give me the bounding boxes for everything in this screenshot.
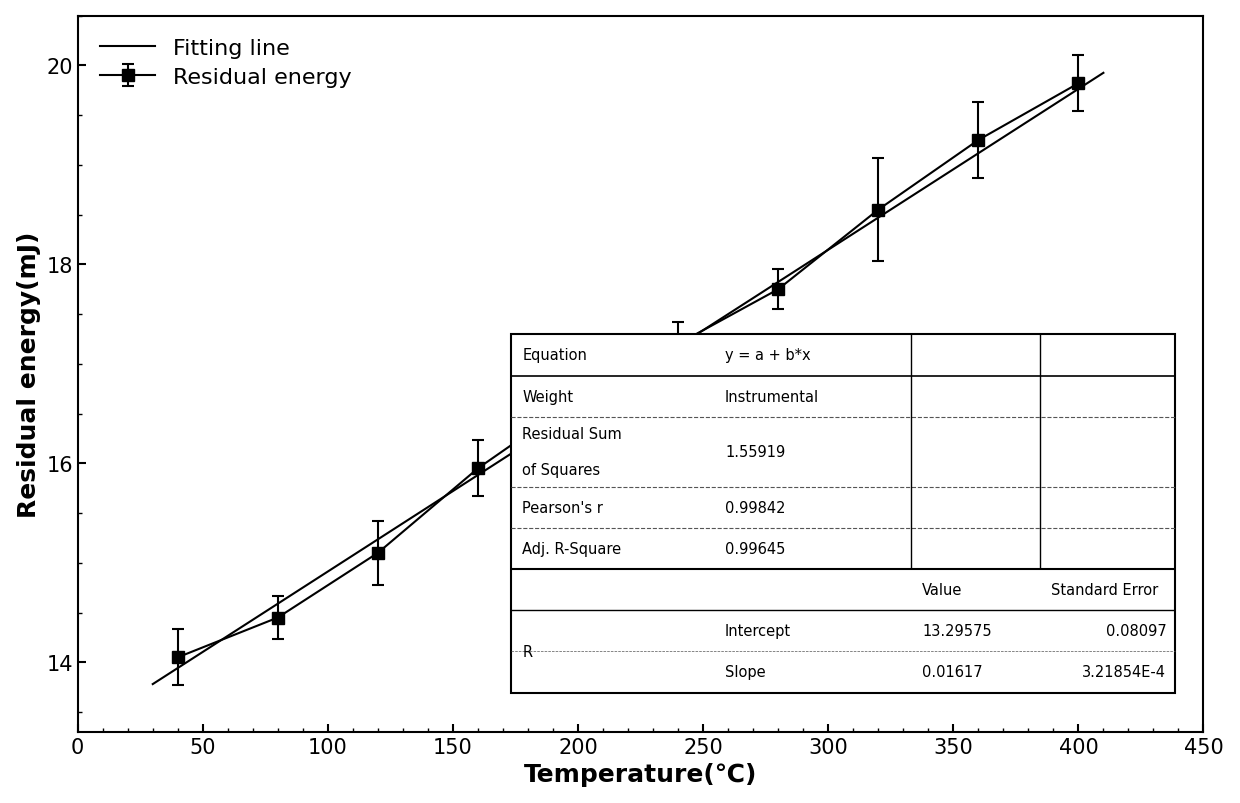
- X-axis label: Temperature(℃): Temperature(℃): [523, 762, 758, 786]
- Fitting line: [398, 517, 413, 527]
- Fitting line: [322, 566, 337, 576]
- Text: of Squares: of Squares: [522, 463, 600, 478]
- Text: Weight: Weight: [522, 389, 574, 404]
- Text: 1.55919: 1.55919: [725, 445, 785, 459]
- Text: Pearson's r: Pearson's r: [522, 500, 603, 516]
- Y-axis label: Residual energy(mJ): Residual energy(mJ): [16, 231, 41, 517]
- Text: Residual Sum: Residual Sum: [522, 426, 622, 442]
- Legend: Fitting line, Residual energy: Fitting line, Residual energy: [89, 28, 363, 99]
- FancyBboxPatch shape: [511, 335, 1176, 693]
- Text: Equation: Equation: [522, 348, 588, 363]
- Fitting line: [1014, 121, 1029, 131]
- Text: 0.99842: 0.99842: [725, 500, 785, 516]
- Text: R: R: [522, 644, 532, 659]
- Text: Intercept: Intercept: [725, 623, 791, 638]
- Text: Standard Error: Standard Error: [1052, 582, 1158, 597]
- Line: Fitting line: Fitting line: [153, 74, 1104, 684]
- Text: Value: Value: [923, 582, 962, 597]
- Fitting line: [202, 642, 217, 652]
- Text: Slope: Slope: [725, 665, 765, 679]
- Text: Instrumental: Instrumental: [725, 389, 820, 404]
- Text: 0.08097: 0.08097: [1106, 623, 1167, 638]
- Text: Adj. R-Square: Adj. R-Square: [522, 541, 621, 556]
- Fitting line: [145, 679, 160, 689]
- Text: 0.01617: 0.01617: [923, 665, 982, 679]
- Text: y = a + b*x: y = a + b*x: [725, 348, 811, 363]
- Text: 3.21854E-4: 3.21854E-4: [1083, 665, 1167, 679]
- Fitting line: [1096, 69, 1111, 79]
- Text: 0.99645: 0.99645: [725, 541, 785, 556]
- Fitting line: [1048, 100, 1063, 109]
- Fitting line: [184, 655, 198, 665]
- Text: 13.29575: 13.29575: [923, 623, 992, 638]
